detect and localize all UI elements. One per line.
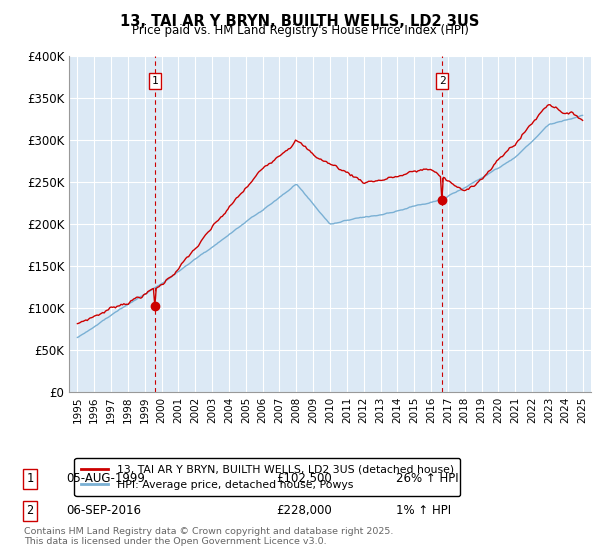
Text: 1% ↑ HPI: 1% ↑ HPI [396,504,451,517]
Text: Contains HM Land Registry data © Crown copyright and database right 2025.
This d: Contains HM Land Registry data © Crown c… [24,526,394,546]
Text: 1: 1 [26,472,34,486]
Legend: 13, TAI AR Y BRYN, BUILTH WELLS, LD2 3US (detached house), HPI: Average price, d: 13, TAI AR Y BRYN, BUILTH WELLS, LD2 3US… [74,458,460,496]
Text: £228,000: £228,000 [276,504,332,517]
Text: 13, TAI AR Y BRYN, BUILTH WELLS, LD2 3US: 13, TAI AR Y BRYN, BUILTH WELLS, LD2 3US [121,14,479,29]
Text: 1: 1 [152,76,158,86]
Text: 2: 2 [439,76,446,86]
Text: 05-AUG-1999: 05-AUG-1999 [66,472,145,486]
Text: 2: 2 [26,504,34,517]
Text: Price paid vs. HM Land Registry's House Price Index (HPI): Price paid vs. HM Land Registry's House … [131,24,469,37]
Text: 26% ↑ HPI: 26% ↑ HPI [396,472,458,486]
Text: £102,500: £102,500 [276,472,332,486]
Text: 06-SEP-2016: 06-SEP-2016 [66,504,141,517]
